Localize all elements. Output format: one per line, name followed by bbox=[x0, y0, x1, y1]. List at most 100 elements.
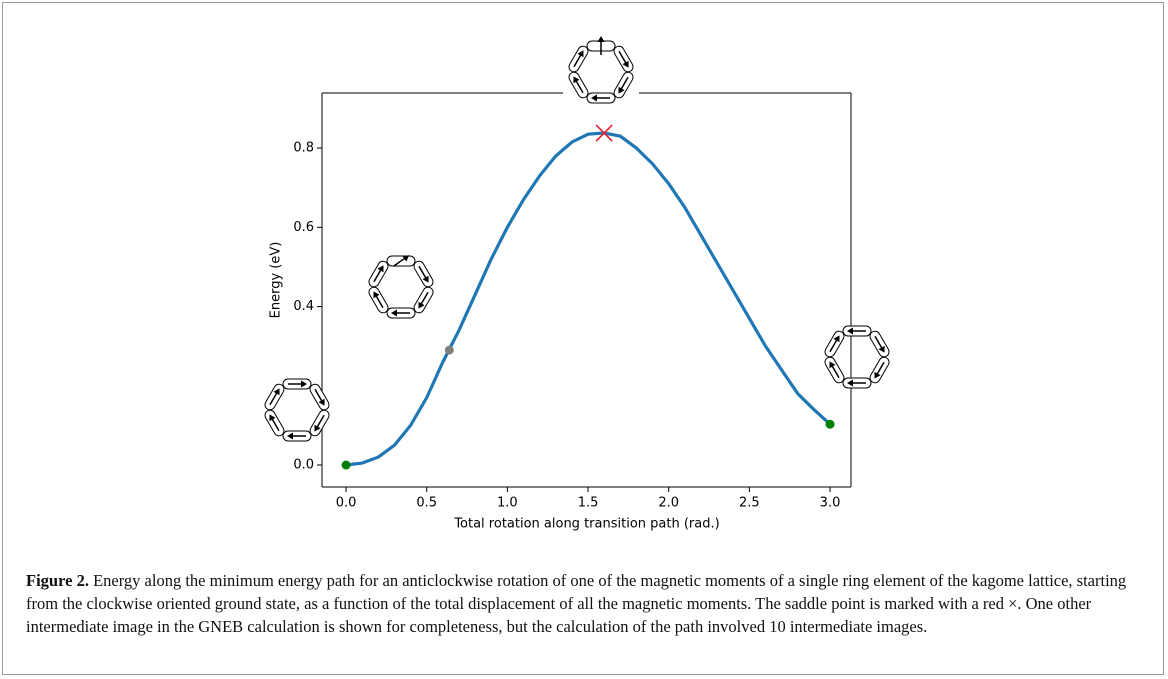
island bbox=[368, 286, 389, 314]
moment-head bbox=[622, 60, 629, 68]
x-tick-label: 0.0 bbox=[336, 496, 357, 511]
ring-icon bbox=[264, 378, 330, 442]
moment-head bbox=[418, 301, 425, 309]
ring-icon bbox=[563, 34, 639, 110]
moment-head bbox=[618, 86, 625, 94]
island bbox=[842, 377, 872, 389]
x-tick-label: 1.0 bbox=[497, 496, 518, 511]
island bbox=[824, 356, 845, 384]
island bbox=[413, 286, 434, 314]
saddle-marker bbox=[595, 124, 613, 142]
moment-shaft bbox=[393, 256, 407, 267]
moment-shaft bbox=[574, 79, 584, 94]
moment-head bbox=[269, 414, 276, 422]
moment bbox=[393, 255, 410, 267]
moment bbox=[288, 380, 307, 388]
x-tick-label: 0.5 bbox=[416, 496, 437, 511]
moment bbox=[314, 388, 325, 406]
island bbox=[842, 325, 872, 337]
island bbox=[869, 356, 890, 384]
moment-shaft bbox=[829, 338, 839, 353]
moment bbox=[874, 361, 885, 379]
moment bbox=[618, 50, 629, 68]
moment-head bbox=[874, 371, 881, 379]
y-tick-label: 0.4 bbox=[293, 299, 314, 314]
moment-head bbox=[422, 275, 429, 283]
moment bbox=[418, 265, 429, 283]
moment-head bbox=[878, 345, 885, 353]
moment-shaft bbox=[270, 417, 280, 432]
moment-head bbox=[591, 94, 597, 102]
moment bbox=[829, 361, 840, 379]
point-marker bbox=[825, 419, 835, 429]
y-tick-label: 0.0 bbox=[293, 458, 314, 473]
moment bbox=[418, 291, 429, 309]
island bbox=[568, 45, 589, 73]
ring-icon bbox=[368, 255, 434, 319]
moment-shaft bbox=[315, 414, 325, 429]
moment bbox=[618, 76, 629, 94]
island bbox=[413, 260, 434, 288]
moment-head bbox=[573, 76, 580, 84]
island bbox=[386, 307, 416, 319]
island bbox=[386, 255, 416, 267]
moment bbox=[874, 335, 885, 353]
moment-shaft bbox=[269, 391, 279, 406]
moment bbox=[573, 76, 584, 94]
island bbox=[309, 409, 330, 437]
moment-head bbox=[597, 36, 605, 42]
moment-shaft bbox=[874, 335, 884, 350]
chart: Total rotation along transition path (ra… bbox=[264, 34, 890, 532]
moment-head bbox=[577, 50, 584, 58]
moment-shaft bbox=[373, 268, 383, 283]
moment-head bbox=[377, 265, 384, 273]
x-axis-label: Total rotation along transition path (ra… bbox=[453, 517, 719, 532]
moment bbox=[373, 265, 384, 283]
moment-head bbox=[373, 291, 380, 299]
moment-head bbox=[391, 309, 397, 317]
island bbox=[824, 330, 845, 358]
moment-head bbox=[314, 424, 321, 432]
island bbox=[264, 409, 285, 437]
moment bbox=[591, 94, 610, 102]
moment bbox=[847, 327, 866, 335]
island bbox=[869, 330, 890, 358]
moment bbox=[847, 379, 866, 387]
moment-head bbox=[318, 398, 325, 406]
x-tick-label: 2.5 bbox=[739, 496, 760, 511]
island bbox=[282, 430, 312, 442]
moment-shaft bbox=[875, 361, 885, 376]
x-tick-label: 2.0 bbox=[658, 496, 679, 511]
island bbox=[309, 383, 330, 411]
moment-head bbox=[301, 380, 307, 388]
island bbox=[613, 45, 634, 73]
moment bbox=[269, 414, 280, 432]
moment bbox=[314, 414, 325, 432]
caption-label: Figure 2. bbox=[26, 571, 89, 590]
moment bbox=[573, 50, 584, 68]
moment bbox=[287, 432, 306, 440]
ring-icon bbox=[824, 325, 890, 389]
moment-head bbox=[829, 361, 836, 369]
moment-head bbox=[847, 379, 853, 387]
y-tick-label: 0.8 bbox=[293, 141, 314, 156]
moment-head bbox=[402, 255, 410, 262]
caption: Figure 2. Energy along the minimum energ… bbox=[26, 569, 1136, 638]
x-tick-label: 1.5 bbox=[578, 496, 599, 511]
point-marker bbox=[444, 345, 454, 355]
moment-shaft bbox=[573, 53, 583, 68]
moment-shaft bbox=[619, 76, 629, 91]
moment-head bbox=[833, 335, 840, 343]
island bbox=[613, 71, 634, 99]
point-marker bbox=[341, 460, 351, 470]
moment-shaft bbox=[314, 388, 324, 403]
moment-shaft bbox=[418, 265, 428, 280]
moment bbox=[269, 388, 280, 406]
island bbox=[282, 378, 312, 390]
moment-shaft bbox=[830, 364, 840, 379]
caption-text: Energy along the minimum energy path for… bbox=[26, 571, 1127, 636]
moment-head bbox=[287, 432, 293, 440]
energy-curve bbox=[345, 131, 832, 467]
